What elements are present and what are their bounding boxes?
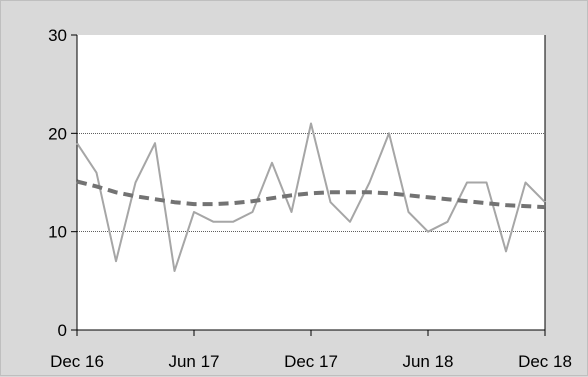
- x-tick-label: Jun 17: [168, 352, 219, 371]
- y-tick-label: 0: [58, 321, 67, 340]
- x-tick-label: Jun 18: [402, 352, 453, 371]
- x-tick-label: Dec 16: [50, 352, 104, 371]
- x-tick-label: Dec 17: [284, 352, 338, 371]
- y-tick-label: 30: [48, 26, 67, 45]
- y-tick-label: 20: [48, 124, 67, 143]
- x-tick-label: Dec 18: [518, 352, 572, 371]
- y-tick-label: 10: [48, 223, 67, 242]
